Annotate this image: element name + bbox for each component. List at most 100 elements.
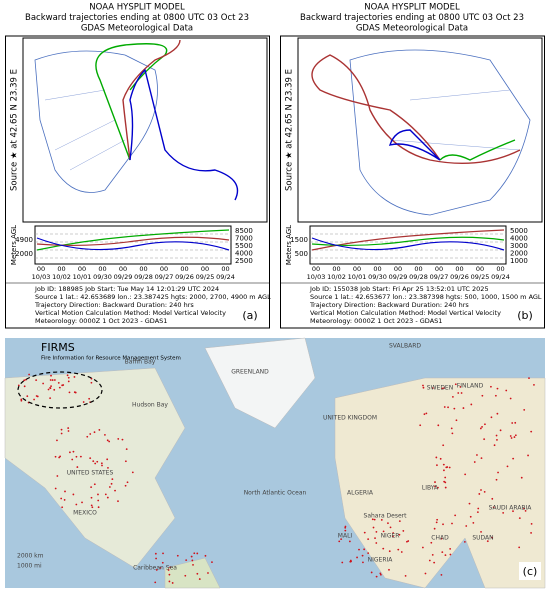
- fire-dot: [53, 379, 56, 381]
- job-info: Meteorology: 0000Z 1 Oct 2023 - GDAS1: [35, 317, 167, 325]
- map-label: MALI: [338, 533, 353, 540]
- fire-dot: [423, 413, 426, 416]
- fire-dot: [81, 501, 83, 504]
- altitude-profile: [311, 229, 505, 251]
- fire-dot: [382, 547, 385, 550]
- date-label: 10/01: [73, 273, 92, 281]
- fire-dot: [341, 561, 344, 564]
- fire-dot: [67, 430, 70, 432]
- fire-dot: [110, 482, 113, 485]
- panel-frame: [280, 35, 545, 329]
- map-label: ALGERIA: [347, 490, 374, 497]
- hour-tick-label: 00: [180, 265, 188, 273]
- fire-dot: [422, 386, 425, 389]
- fire-dot: [344, 525, 347, 528]
- fire-dot: [67, 427, 70, 429]
- fire-dot: [490, 416, 493, 419]
- fire-dot: [169, 566, 172, 569]
- right-tick-label: 2500: [235, 257, 253, 265]
- fire-dot: [211, 561, 213, 564]
- fire-dot: [363, 548, 366, 551]
- fire-dot: [338, 540, 341, 543]
- fire-dot: [198, 578, 201, 580]
- fire-dot: [97, 499, 100, 502]
- fire-dot: [101, 464, 103, 467]
- fire-dot: [96, 460, 99, 463]
- fire-dot: [67, 376, 70, 379]
- fire-dot: [107, 467, 109, 469]
- fire-dot: [514, 421, 517, 424]
- fire-dot: [402, 530, 405, 532]
- fire-dot: [68, 391, 71, 394]
- fire-dot: [392, 532, 395, 534]
- fire-dot: [491, 497, 494, 500]
- fire-dot: [404, 574, 407, 577]
- fire-dot: [483, 491, 486, 493]
- fire-dot: [56, 475, 59, 477]
- map-area: [22, 37, 268, 223]
- job-info: Source 1 lat.: 42.653677 lon.: 23.387398…: [310, 293, 542, 301]
- hour-tick-label: 00: [496, 265, 504, 273]
- fire-dot: [76, 466, 79, 468]
- job-info: Source 1 lat.: 42.653689 lon.: 23.387425…: [35, 293, 271, 301]
- fire-dot: [435, 456, 438, 459]
- fire-dot: [472, 521, 475, 524]
- fire-dot: [367, 538, 370, 541]
- fire-dot: [349, 559, 352, 562]
- fire-dot: [88, 397, 91, 400]
- fire-dot: [483, 438, 486, 441]
- fire-dot: [362, 561, 364, 564]
- fire-dot: [425, 412, 428, 415]
- fire-dot: [92, 460, 95, 463]
- right-tick-label: 2000: [510, 250, 528, 258]
- fire-dot: [382, 530, 385, 533]
- fire-dot: [367, 552, 370, 555]
- trajectory: [388, 129, 441, 161]
- fire-dot: [72, 450, 75, 453]
- date-label: 09/24: [216, 273, 235, 281]
- date-label: 09/28: [134, 273, 153, 281]
- fire-dot: [530, 522, 533, 525]
- panel-frame: [5, 35, 270, 329]
- panel-label-box: [519, 562, 541, 580]
- altitude-profile: [311, 237, 505, 251]
- fire-dot: [397, 548, 400, 551]
- fire-dot: [421, 546, 424, 549]
- fire-dot: [90, 381, 93, 384]
- fire-dot: [477, 507, 480, 510]
- left-tick-label: 500: [295, 250, 308, 258]
- trajectory: [311, 54, 521, 164]
- fire-dot: [428, 559, 431, 562]
- fire-dot: [89, 457, 92, 460]
- fire-dot: [26, 395, 29, 398]
- map-label: Caribbean Sea: [133, 565, 177, 572]
- fire-dot: [476, 454, 478, 456]
- fire-dot: [512, 510, 514, 513]
- map-label: SAUDI ARABIA: [489, 505, 533, 512]
- date-label: 10/03: [32, 273, 51, 281]
- fire-dot: [126, 481, 129, 484]
- fire-dot: [20, 398, 23, 401]
- altitude-profile: [311, 236, 505, 247]
- map-label: MEXICO: [73, 510, 97, 517]
- fire-dot: [159, 566, 162, 569]
- fire-dot: [35, 379, 38, 382]
- fire-dot: [154, 552, 157, 555]
- fire-dot: [72, 493, 75, 496]
- fire-dot: [499, 429, 502, 432]
- fire-dot: [445, 466, 448, 469]
- fire-dot: [495, 478, 498, 481]
- fire-dot: [47, 388, 50, 391]
- fire-dot: [64, 490, 66, 493]
- map-label: SWEDEN: [427, 385, 453, 392]
- fire-dot: [370, 571, 373, 574]
- fire-dot: [171, 582, 174, 584]
- right-tick-label: 7000: [235, 235, 253, 243]
- fire-dot: [450, 427, 453, 430]
- fire-dot: [442, 463, 445, 466]
- map-label: GREENLAND: [231, 369, 269, 376]
- hour-tick-label: 00: [435, 265, 443, 273]
- fire-dot: [436, 486, 439, 489]
- fire-dot: [480, 457, 483, 460]
